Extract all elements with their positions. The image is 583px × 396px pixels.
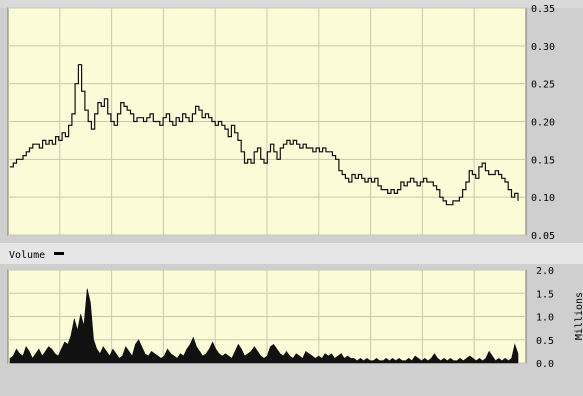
volume-tick-label: 2.0 xyxy=(536,266,554,277)
volume-panel: 2.0 1.5 1.0 0.5 0.0 Millions xyxy=(7,266,583,370)
volume-tick-label: 1.5 xyxy=(536,289,554,300)
volume-tick-label: 0.0 xyxy=(536,359,554,370)
volume-label-strip xyxy=(0,243,583,264)
price-panel: 0.35 0.30 0.25 0.20 0.15 0.10 0.05 xyxy=(7,4,555,242)
volume-legend-label: Volume xyxy=(9,250,45,261)
volume-series xyxy=(9,288,519,364)
price-series xyxy=(10,64,519,206)
volume-y-axis: 2.0 1.5 1.0 0.5 0.0 xyxy=(536,266,554,370)
price-tick-label: 0.15 xyxy=(531,155,555,166)
price-tick-label: 0.10 xyxy=(531,193,555,204)
price-y-axis: 0.35 0.30 0.25 0.20 0.15 0.10 0.05 xyxy=(531,4,555,242)
price-grid xyxy=(8,7,526,236)
volume-area xyxy=(9,288,519,364)
price-tick-label: 0.35 xyxy=(531,4,555,15)
volume-grid xyxy=(8,269,526,364)
volume-tick-label: 1.0 xyxy=(536,313,554,324)
bottom-axis-strip xyxy=(0,367,583,396)
price-tick-label: 0.05 xyxy=(531,231,555,242)
volume-unit-label: Millions xyxy=(574,292,583,340)
price-tick-label: 0.25 xyxy=(531,80,555,91)
top-strip xyxy=(0,0,583,8)
price-tick-label: 0.20 xyxy=(531,118,555,129)
volume-tick-label: 0.5 xyxy=(536,336,554,347)
price-tick-label: 0.30 xyxy=(531,42,555,53)
price-line xyxy=(10,64,519,206)
volume-legend-swatch xyxy=(54,252,64,255)
